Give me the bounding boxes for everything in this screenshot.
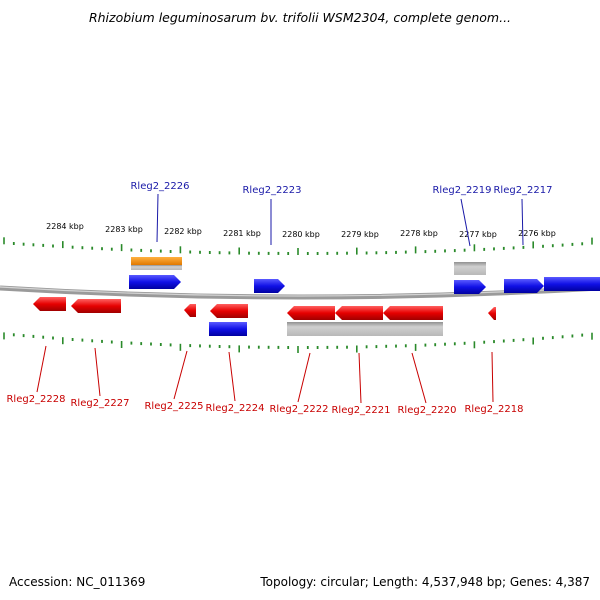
gene-label-reverse[interactable]: Rleg2_2218 [464,404,523,415]
gene-label-forward[interactable]: Rleg2_2217 [493,185,552,196]
gene-label-forward[interactable]: Rleg2_2226 [130,181,189,192]
gene-arrow-reverse[interactable] [488,307,496,320]
feature-bar-gray[interactable] [454,262,486,275]
ruler-label: 2277 kbp [459,230,497,239]
gene-arrow-forward[interactable] [129,275,181,289]
ruler-label: 2282 kbp [164,227,202,236]
label-leader-line [460,198,471,247]
reverse-genes [33,297,496,320]
ruler-ticks-bottom [3,332,593,353]
label-leader-line [156,193,159,243]
gene-arrow-reverse[interactable] [71,299,121,313]
ruler-label: 2278 kbp [400,229,438,238]
gene-arrow-forward[interactable] [504,279,544,293]
feature-bar-gray[interactable] [131,265,182,270]
gene-label-reverse[interactable]: Rleg2_2220 [397,405,456,416]
gene-label-reverse[interactable]: Rleg2_2227 [70,398,129,409]
label-leader-line [228,351,236,402]
genome-stats-text: Topology: circular; Length: 4,537,948 bp… [260,575,590,589]
forward-genes [129,275,600,336]
label-leader-line [173,350,188,400]
gene-arrow-reverse[interactable] [383,306,443,320]
label-leader-line [358,352,362,404]
feature-bar-gray[interactable] [335,322,383,336]
ruler-label: 2283 kbp [105,225,143,234]
feature-bar-gray[interactable] [383,322,443,336]
ruler-labels: 2284 kbp 2283 kbp 2282 kbp 2281 kbp 2280… [46,222,556,239]
ruler-label: 2284 kbp [46,222,84,231]
label-leader-line [491,351,494,403]
gene-label-reverse[interactable]: Rleg2_2221 [331,405,390,416]
gene-label-reverse[interactable]: Rleg2_2228 [6,394,65,405]
gene-block-forward[interactable] [209,322,247,336]
reverse-gene-labels: Rleg2_2228 Rleg2_2227 Rleg2_2225 Rleg2_2… [6,345,524,416]
ruler-label: 2276 kbp [518,229,556,238]
feature-bars [131,257,486,336]
label-leader-line [94,347,101,397]
forward-gene-labels: Rleg2_2226 Rleg2_2223 Rleg2_2219 Rleg2_2… [130,181,553,247]
gene-arrow-forward[interactable] [254,279,285,293]
label-leader-line [36,345,47,393]
ruler-label: 2281 kbp [223,229,261,238]
gene-arrow-reverse[interactable] [33,297,66,311]
page-title: Rhizobium leguminosarum bv. trifolii WSM… [88,10,512,25]
gene-arrow-forward[interactable] [454,280,486,294]
accession-text: Accession: NC_011369 [9,575,146,589]
label-leader-line [297,352,311,403]
ruler-label: 2280 kbp [282,230,320,239]
ruler-ticks-top [3,237,593,255]
feature-bar-gray[interactable] [287,322,335,336]
gene-label-reverse[interactable]: Rleg2_2225 [144,401,203,412]
gene-arrow-reverse[interactable] [184,304,196,317]
feature-bar-orange[interactable] [131,257,182,265]
gene-label-reverse[interactable]: Rleg2_2224 [205,403,264,414]
label-leader-line [411,352,427,404]
ruler-label: 2279 kbp [341,230,379,239]
gene-arrow-reverse[interactable] [210,304,248,318]
gene-arrow-reverse[interactable] [335,306,383,320]
gene-label-forward[interactable]: Rleg2_2219 [432,185,491,196]
gene-label-forward[interactable]: Rleg2_2223 [242,185,301,196]
gene-arrow-forward[interactable] [544,277,600,291]
gene-arrow-reverse[interactable] [287,306,335,320]
label-leader-line [521,198,524,246]
gene-label-reverse[interactable]: Rleg2_2222 [269,404,328,415]
